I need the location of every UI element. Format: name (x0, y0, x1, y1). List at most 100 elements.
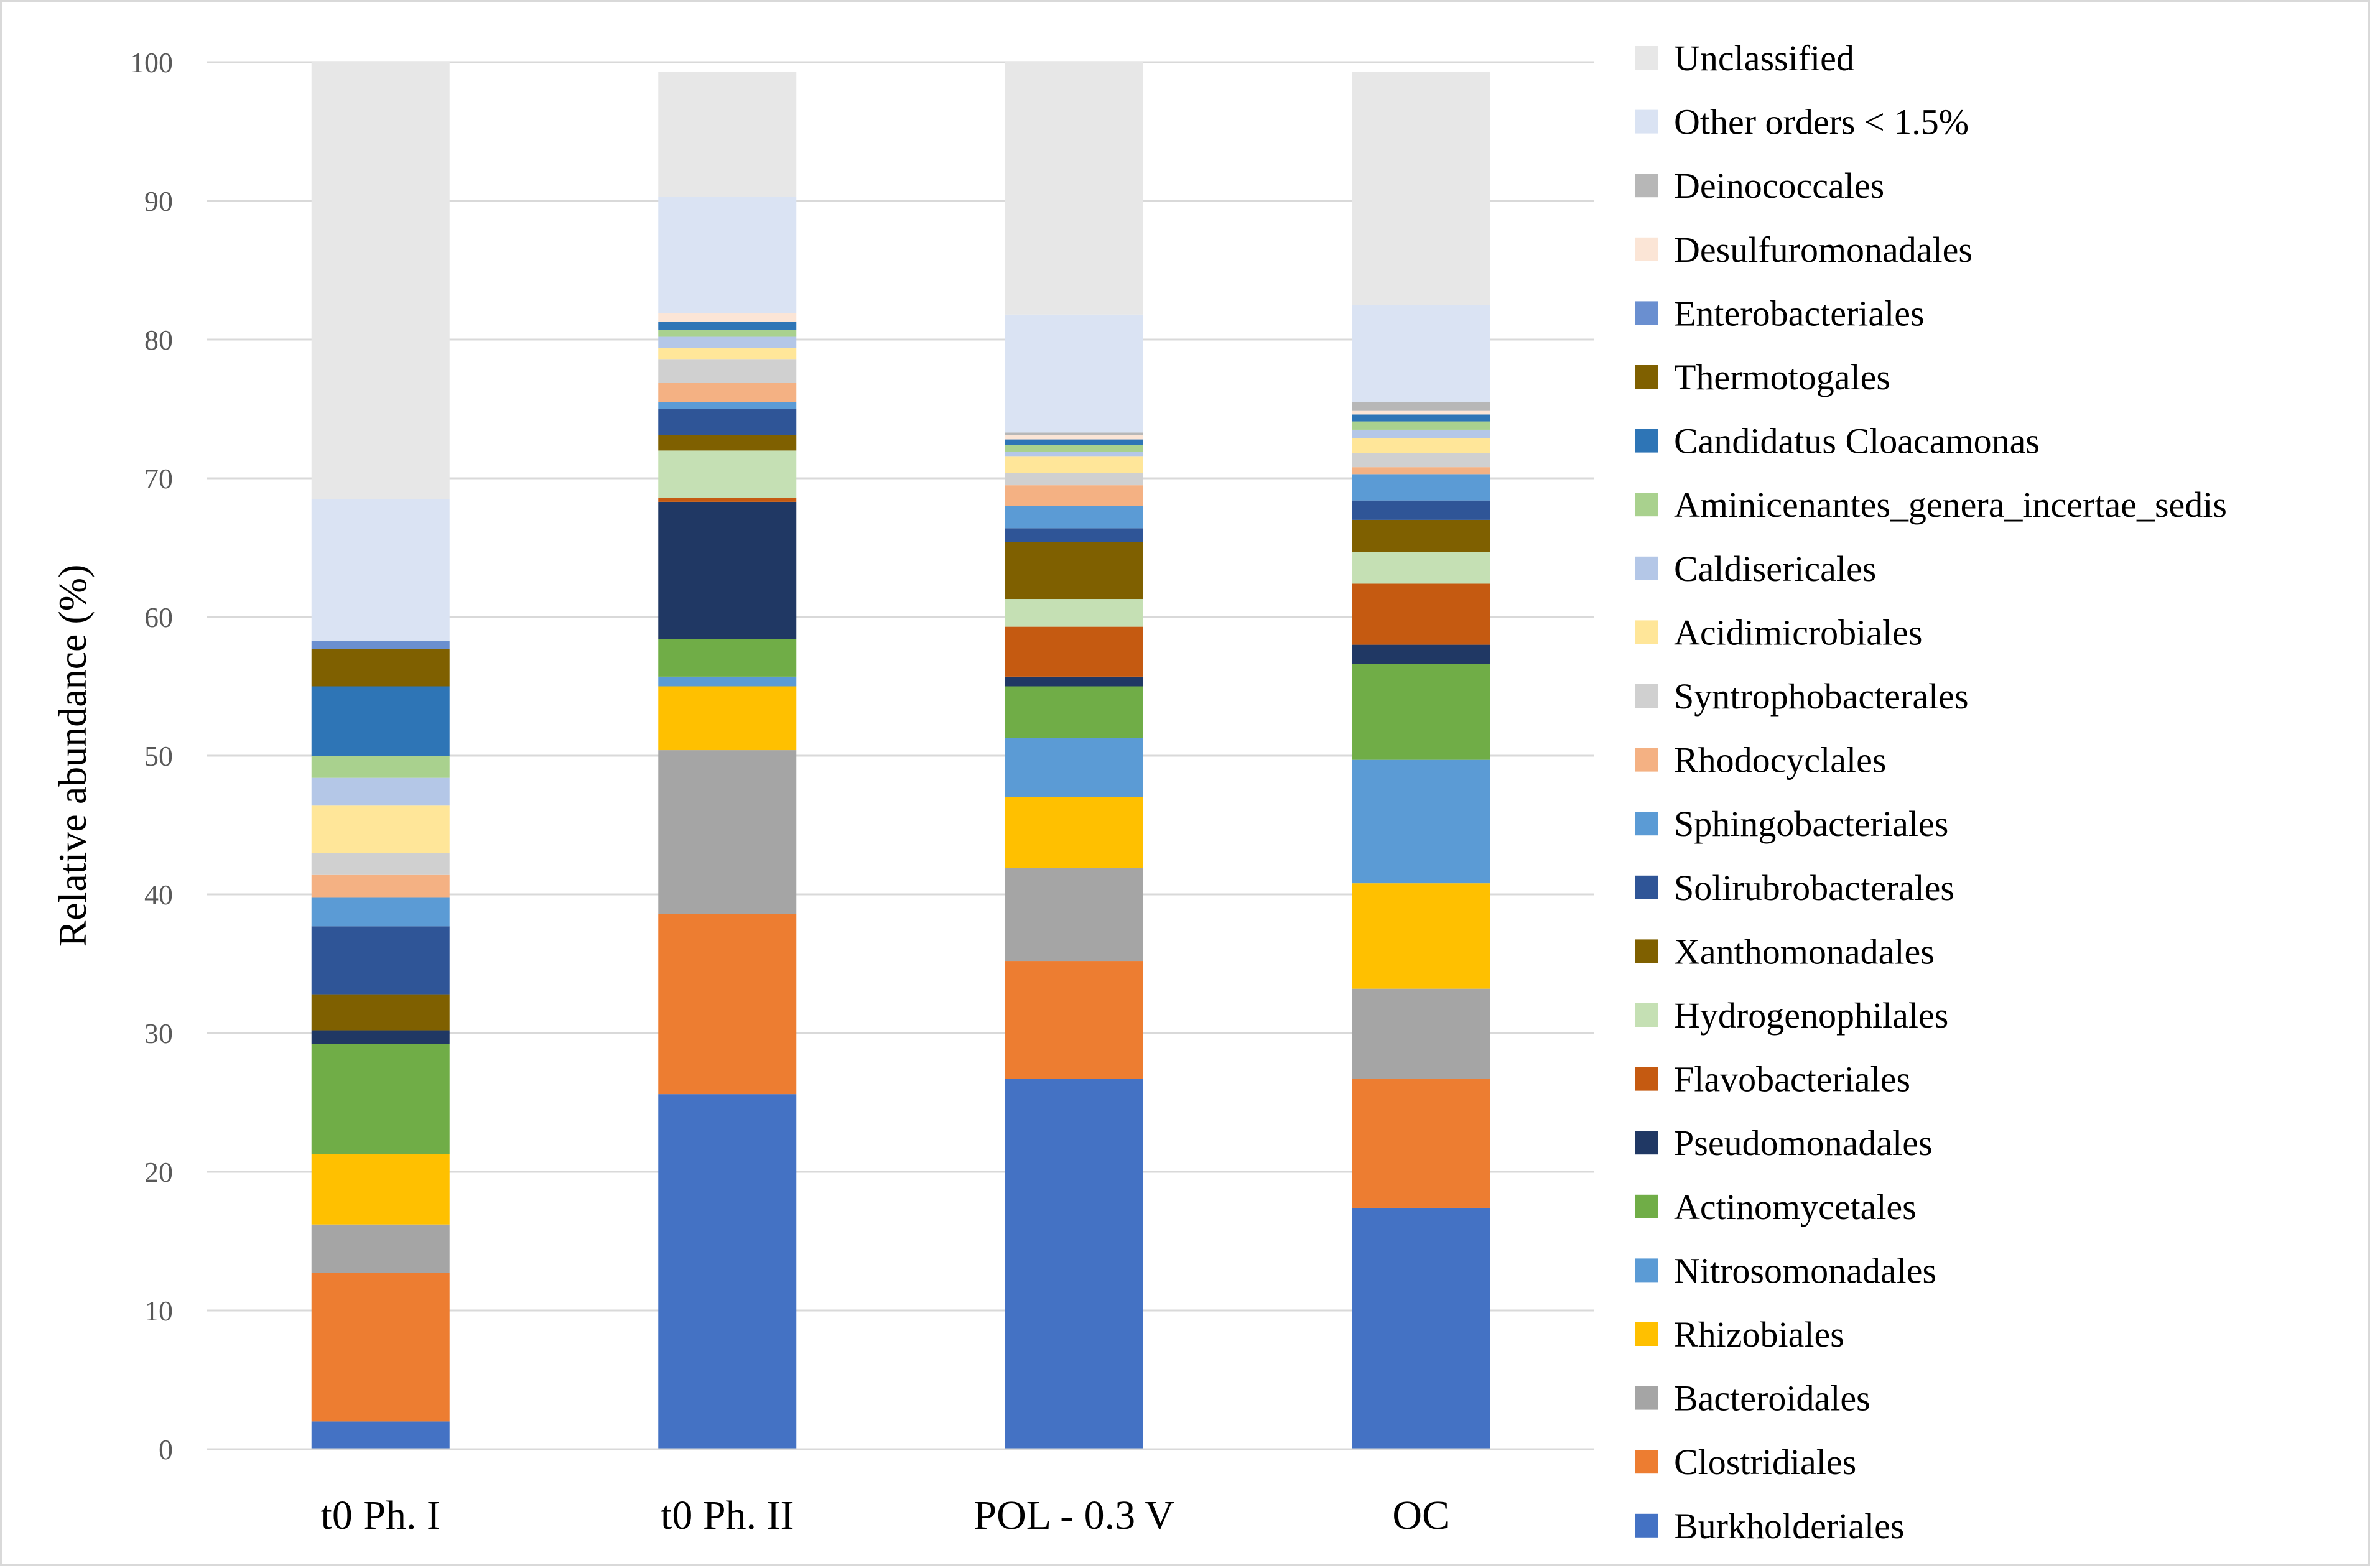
y-tick-label: 80 (144, 324, 173, 356)
bar-segment (1352, 421, 1490, 430)
bar-segment (1005, 738, 1143, 797)
bar-segment (1352, 644, 1490, 664)
legend-swatch (1635, 493, 1658, 517)
bar-segment (311, 874, 450, 898)
bar-segment (1005, 626, 1143, 677)
bar-segment (658, 676, 797, 687)
bar-segment (1005, 686, 1143, 738)
x-tick-label: POL - 0.3 V (974, 1493, 1174, 1538)
bar-segment (1005, 961, 1143, 1079)
bar-segment (658, 359, 797, 383)
x-tick-label: OC (1392, 1493, 1449, 1538)
legend-swatch (1635, 1450, 1658, 1474)
bar-segment (311, 1273, 450, 1422)
bars (311, 62, 1490, 1449)
bar-segment (658, 686, 797, 751)
bar-segment (1005, 439, 1143, 445)
y-tick-label: 10 (144, 1295, 173, 1327)
legend-label: Hydrogenophilales (1674, 995, 1948, 1036)
legend-swatch (1635, 1003, 1658, 1027)
bar-segment (311, 1044, 450, 1154)
bar-segment (1005, 473, 1143, 486)
legend-swatch (1635, 365, 1658, 389)
legend-label: Candidatus Cloacamonas (1674, 421, 2040, 462)
bar-segment (1005, 452, 1143, 457)
bar-segment (658, 914, 797, 1095)
bar-segment (1005, 542, 1143, 600)
bar-segment (658, 450, 797, 498)
bar-segment (1005, 868, 1143, 962)
bar-segment (658, 435, 797, 451)
bar-segment (658, 498, 797, 502)
legend-label: Pseudomonadales (1674, 1123, 1933, 1163)
legend-swatch (1635, 556, 1658, 580)
legend-label: Unclassified (1674, 38, 1854, 78)
bar-segment (1005, 506, 1143, 529)
legend-swatch (1635, 875, 1658, 899)
bar-segment (658, 72, 797, 197)
bar-segment (1005, 528, 1143, 542)
bar-segment (1005, 432, 1143, 435)
legend-label: Bacteroidales (1674, 1378, 1870, 1419)
legend-label: Deinococcales (1674, 165, 1884, 206)
bar-segment (311, 994, 450, 1031)
bar-segment (1005, 676, 1143, 687)
legend-swatch (1635, 46, 1658, 70)
bar-segment (1352, 759, 1490, 884)
bar-segment (311, 1421, 450, 1449)
bar-segment (658, 501, 797, 639)
y-tick-label: 90 (144, 185, 173, 217)
y-tick-label: 50 (144, 740, 173, 772)
legend-label: Acidimicrobiales (1674, 612, 1922, 652)
bar-segment (1352, 500, 1490, 520)
y-tick-label: 60 (144, 601, 173, 633)
bar-segment (311, 1154, 450, 1225)
bar-segment (1352, 402, 1490, 411)
bar-segment (658, 336, 797, 348)
bar-segment (1005, 456, 1143, 473)
bar-segment (311, 756, 450, 778)
legend-swatch (1635, 812, 1658, 836)
legend-label: Syntrophobacterales (1674, 676, 1969, 717)
legend-label: Nitrosomonadales (1674, 1250, 1936, 1291)
bar-segment (1352, 72, 1490, 305)
bar-segment (1005, 445, 1143, 452)
legend-swatch (1635, 1322, 1658, 1346)
y-tick-label: 20 (144, 1156, 173, 1188)
legend-label: Rhodocyclales (1674, 740, 1886, 781)
y-axis-title: Relative abundance (%) (50, 565, 95, 947)
legend-label: Solirubrobacterales (1674, 868, 1954, 908)
bar-segment (1352, 410, 1490, 415)
legend-label: Sphingobacteriales (1674, 804, 1948, 844)
x-tick-label: t0 Ph. I (320, 1493, 440, 1538)
bar-segment (1352, 664, 1490, 760)
bar-segment (311, 649, 450, 687)
legend-swatch (1635, 1194, 1658, 1218)
bar-segment (1352, 429, 1490, 438)
bar-segment (311, 926, 450, 995)
axes: 0 10 20 30 40 50 60 70 80 90 100 t0 Ph. I t0 Ph. II P… (130, 47, 1594, 1538)
bar-segment (658, 402, 797, 409)
legend-label: Thermotogales (1674, 357, 1890, 397)
bar-segment (311, 1224, 450, 1273)
bar-segment (658, 322, 797, 330)
y-tick-label: 30 (144, 1018, 173, 1049)
bar-segment (658, 750, 797, 914)
bar-segment (658, 1094, 797, 1449)
legend-label: Desulfuromonadales (1674, 230, 1973, 270)
legend-label: Flavobacteriales (1674, 1059, 1910, 1100)
bar-segment (311, 777, 450, 806)
bar-segment (311, 640, 450, 649)
bar-segment (1352, 519, 1490, 552)
bar-segment (1005, 599, 1143, 627)
legend-swatch (1635, 939, 1658, 963)
bar-segment (311, 1030, 450, 1044)
legend-swatch (1635, 620, 1658, 644)
bar-segment (1005, 485, 1143, 506)
legend-label: Burkholderiales (1674, 1506, 1904, 1546)
bar-segment (1352, 414, 1490, 422)
legend-swatch (1635, 684, 1658, 708)
bar-segment (1352, 438, 1490, 453)
legend-label: Actinomycetales (1674, 1187, 1917, 1227)
legend-swatch (1635, 1513, 1658, 1538)
